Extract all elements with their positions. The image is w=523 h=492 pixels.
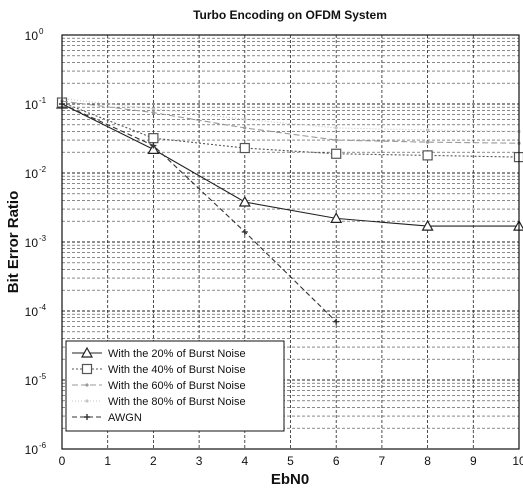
legend-label: With the 20% of Burst Noise <box>108 348 246 360</box>
y-tick-label: 10 <box>25 29 39 43</box>
legend-label: AWGN <box>108 412 142 424</box>
data-point-square <box>148 133 159 144</box>
data-point-square <box>331 148 342 159</box>
legend-label: With the 60% of Burst Noise <box>108 380 246 392</box>
data-point-dot <box>243 117 247 121</box>
data-point-square <box>239 142 250 154</box>
data-point-dot <box>243 126 247 130</box>
legend-label: With the 40% of Burst Noise <box>108 364 246 376</box>
x-axis-label: EbN0 <box>271 471 309 488</box>
y-tick-label: 10 <box>25 98 39 112</box>
x-tick-labels: 0 1 2 3 4 5 6 7 8 9 10 <box>59 454 523 468</box>
y-axis-label: Bit Error Ratio <box>5 191 22 294</box>
y-tick-exponent: -5 <box>39 372 47 381</box>
y-tick-exponent: -2 <box>39 165 47 174</box>
legend-entry: With the 80% of Burst Noise <box>72 396 246 408</box>
data-point-dot <box>151 107 155 111</box>
series-layer <box>55 96 523 325</box>
data-point-triangle <box>80 346 94 358</box>
x-tick-label: 0 <box>59 454 66 468</box>
x-tick-label: 1 <box>104 454 111 468</box>
data-point-dot <box>85 399 89 403</box>
data-point-plus <box>84 414 90 420</box>
series-line <box>61 103 519 227</box>
legend-entry: With the 60% of Burst Noise <box>72 380 246 392</box>
series-1 <box>55 97 523 231</box>
x-tick-label: 9 <box>470 454 477 468</box>
y-tick-label: 10 <box>25 305 39 319</box>
x-tick-label: 3 <box>196 454 203 468</box>
plot-frame <box>61 34 520 450</box>
y-tick-label: 10 <box>25 236 39 250</box>
legend-entry: With the 20% of Burst Noise <box>72 346 246 360</box>
legend-box <box>65 340 285 432</box>
legend-label: With the 80% of Burst Noise <box>108 396 246 408</box>
x-tick-label: 7 <box>379 454 386 468</box>
series-3 <box>60 99 521 145</box>
grid-lines <box>62 35 519 449</box>
x-tick-label: 5 <box>287 454 294 468</box>
series-line <box>61 102 520 158</box>
y-tick-exponent: -1 <box>39 96 47 105</box>
legend-entry: With the 40% of Burst Noise <box>72 363 246 376</box>
data-point-dot <box>334 126 338 130</box>
data-point-dot <box>426 140 430 144</box>
data-point-dot <box>85 383 89 387</box>
x-tick-label: 8 <box>424 454 431 468</box>
y-tick-label: 10 <box>25 443 39 457</box>
data-point-dot <box>334 138 338 142</box>
x-tick-label: 2 <box>150 454 157 468</box>
legend-entry: AWGN <box>72 412 142 424</box>
data-point-triangle <box>238 195 251 207</box>
y-tick-exponent: -6 <box>39 441 47 450</box>
x-tick-label: 4 <box>241 454 248 468</box>
data-point-plus <box>333 318 340 325</box>
y-tick-label: 10 <box>25 167 39 181</box>
x-tick-label: 10 <box>512 454 523 468</box>
y-tick-exponent: 0 <box>39 27 44 36</box>
series-line <box>61 103 337 323</box>
data-point-triangle <box>421 219 434 231</box>
data-point-dot <box>426 128 430 132</box>
y-tick-exponent: -3 <box>39 234 47 243</box>
data-point-triangle <box>330 212 343 223</box>
data-point-plus <box>241 228 248 235</box>
y-tick-exponent: -4 <box>39 303 47 312</box>
data-point-triangle <box>147 143 160 154</box>
data-point-plus <box>150 142 157 149</box>
chart-title: Turbo Encoding on OFDM System <box>193 8 387 22</box>
data-point-dot <box>151 111 155 115</box>
x-tick-label: 6 <box>333 454 340 468</box>
y-tick-label: 10 <box>25 374 39 388</box>
legend: With the 20% of Burst Noise With the 40% … <box>65 340 285 432</box>
series-line <box>61 100 520 144</box>
data-point-square <box>422 150 433 161</box>
data-point-square <box>81 363 93 375</box>
